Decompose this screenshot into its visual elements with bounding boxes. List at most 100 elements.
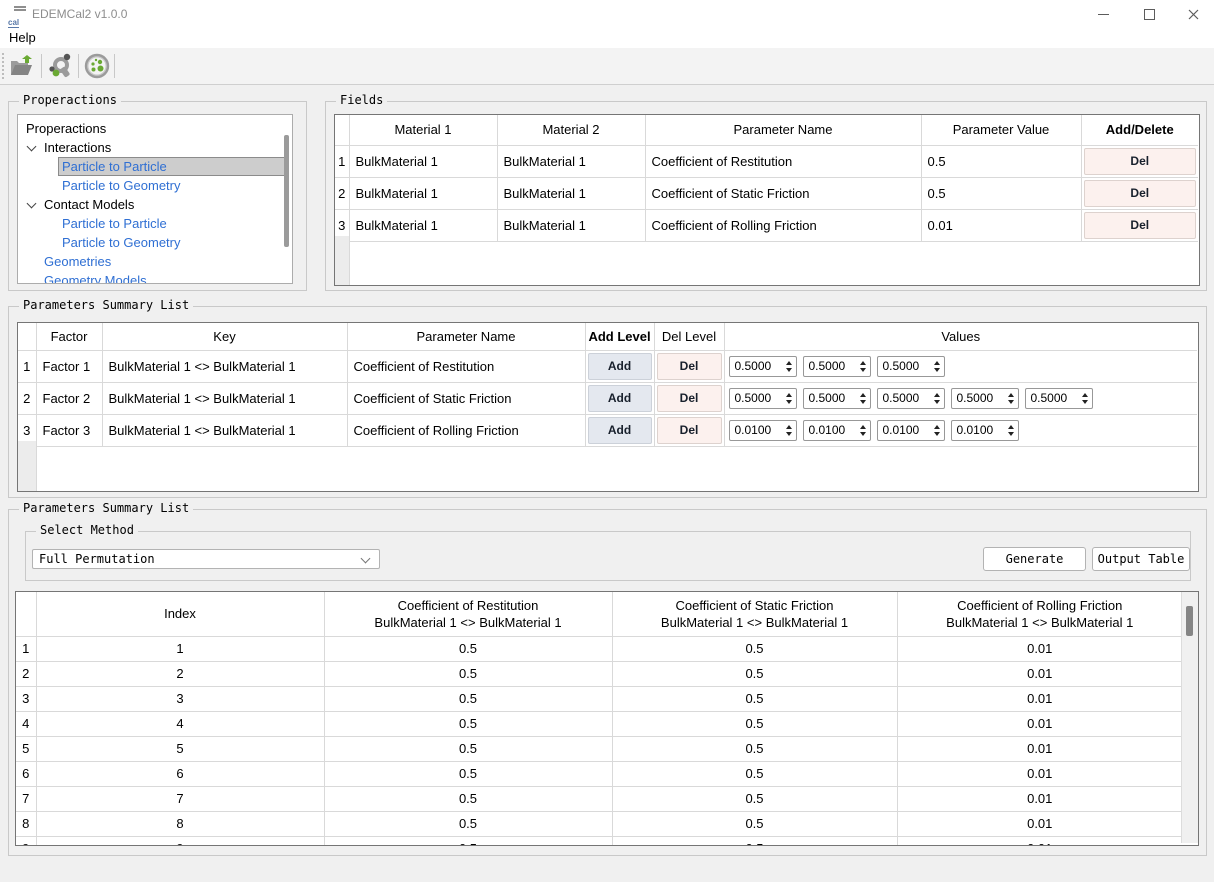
close-button[interactable] <box>1172 0 1214 28</box>
spin-up-icon[interactable] <box>1082 393 1088 397</box>
spin-up-icon[interactable] <box>860 425 866 429</box>
toolbar-separator <box>114 54 115 78</box>
spin-down-icon[interactable] <box>1008 432 1014 436</box>
spin-down-icon[interactable] <box>860 432 866 436</box>
value-spinbox[interactable]: 0.5000 <box>803 388 871 409</box>
spin-up-icon[interactable] <box>1008 425 1014 429</box>
table-row: 2 Factor 2 BulkMaterial 1 <> BulkMateria… <box>18 382 1197 414</box>
col-header-param-value: Parameter Value <box>921 115 1081 145</box>
method-select-value: Full Permutation <box>39 552 155 566</box>
spin-up-icon[interactable] <box>860 361 866 365</box>
corner-header <box>335 115 349 145</box>
particle-tool-button[interactable] <box>45 51 75 81</box>
value-spinbox[interactable]: 0.5000 <box>729 356 797 377</box>
cell-rolling-friction: 0.01 <box>897 786 1182 811</box>
spin-up-icon[interactable] <box>786 425 792 429</box>
spin-down-icon[interactable] <box>934 368 940 372</box>
spin-up-icon[interactable] <box>786 393 792 397</box>
tree-item-particle-to-geometry-2[interactable]: Particle to Geometry <box>18 233 292 252</box>
value-spinbox[interactable]: 0.5000 <box>1025 388 1093 409</box>
toolbar-grip[interactable] <box>2 53 4 79</box>
cell-param-value: 0.01 <box>921 209 1081 241</box>
row-header-filler <box>18 441 37 491</box>
spin-up-icon[interactable] <box>860 393 866 397</box>
menu-help[interactable]: Help <box>0 28 45 48</box>
del-level-button[interactable]: Del <box>657 417 722 444</box>
tree-item-particle-to-particle-2[interactable]: Particle to Particle <box>18 214 292 233</box>
generate-button[interactable]: Generate <box>983 547 1086 571</box>
col-header-del-level: Del Level <box>654 323 724 350</box>
col-header-static-friction: Coefficient of Static FrictionBulkMateri… <box>612 592 897 636</box>
vertical-scrollbar[interactable] <box>1181 592 1198 843</box>
output-table-button[interactable]: Output Table <box>1092 547 1190 571</box>
tree-scrollbar-thumb[interactable] <box>284 135 289 247</box>
spin-down-icon[interactable] <box>786 432 792 436</box>
particle-tool-icon <box>47 53 73 79</box>
del-level-button[interactable]: Del <box>657 353 722 380</box>
tree-item-particle-to-particle[interactable]: Particle to Particle <box>18 157 292 176</box>
value-spinbox[interactable]: 0.5000 <box>877 356 945 377</box>
cell-rolling-friction: 0.01 <box>897 661 1182 686</box>
scrollbar-thumb[interactable] <box>1186 606 1193 636</box>
spin-down-icon[interactable] <box>934 432 940 436</box>
spin-up-icon[interactable] <box>934 361 940 365</box>
value-spinbox[interactable]: 0.0100 <box>877 420 945 441</box>
close-icon <box>1188 9 1199 20</box>
cell-restitution: 0.5 <box>324 786 612 811</box>
fields-group-title: Fields <box>336 93 387 107</box>
tree-branch-contact-models[interactable]: Contact Models <box>18 195 292 214</box>
cell-material2: BulkMaterial 1 <box>497 145 645 177</box>
spin-up-icon[interactable] <box>934 393 940 397</box>
minimize-button[interactable] <box>1080 0 1126 28</box>
spin-down-icon[interactable] <box>1082 400 1088 404</box>
spin-up-icon[interactable] <box>786 361 792 365</box>
value-spinbox[interactable]: 0.0100 <box>951 420 1019 441</box>
tree-item-clipped[interactable]: Geometry Models <box>18 271 292 284</box>
del-button[interactable]: Del <box>1084 180 1197 207</box>
value-spinbox[interactable]: 0.5000 <box>951 388 1019 409</box>
add-level-button[interactable]: Add <box>588 385 652 412</box>
add-level-button[interactable]: Add <box>588 353 652 380</box>
cell-static-friction: 0.5 <box>612 736 897 761</box>
spin-down-icon[interactable] <box>934 400 940 404</box>
tree-branch-interactions[interactable]: Interactions <box>18 138 292 157</box>
col-header-material1: Material 1 <box>349 115 497 145</box>
cell-param-name: Coefficient of Restitution <box>645 145 921 177</box>
minimize-icon <box>1098 14 1109 15</box>
open-file-button[interactable] <box>7 51 37 81</box>
cell-restitution: 0.5 <box>324 661 612 686</box>
spin-down-icon[interactable] <box>1008 400 1014 404</box>
tree-item-particle-to-geometry[interactable]: Particle to Geometry <box>18 176 292 195</box>
spin-down-icon[interactable] <box>860 368 866 372</box>
table-row: 3 BulkMaterial 1 BulkMaterial 1 Coeffici… <box>335 209 1198 241</box>
maximize-button[interactable] <box>1126 0 1172 28</box>
cell-static-friction: 0.5 <box>612 636 897 661</box>
add-level-button[interactable]: Add <box>588 417 652 444</box>
tree-item-geometries[interactable]: Geometries <box>18 252 292 271</box>
del-button[interactable]: Del <box>1084 148 1197 175</box>
del-level-button[interactable]: Del <box>657 385 722 412</box>
spin-up-icon[interactable] <box>1008 393 1014 397</box>
value-spinbox[interactable]: 0.5000 <box>803 356 871 377</box>
cell-restitution: 0.5 <box>324 836 612 846</box>
value-spinbox[interactable]: 0.0100 <box>729 420 797 441</box>
value-spinbox[interactable]: 0.0100 <box>803 420 871 441</box>
chevron-down-icon[interactable] <box>27 199 37 209</box>
particle-dish-button[interactable] <box>82 51 112 81</box>
table-row: 7 7 0.5 0.5 0.01 <box>16 786 1182 811</box>
del-button[interactable]: Del <box>1084 212 1197 239</box>
method-select[interactable]: Full Permutation <box>32 549 380 569</box>
value-spinbox[interactable]: 0.5000 <box>877 388 945 409</box>
cell-key: BulkMaterial 1 <> BulkMaterial 1 <box>102 350 347 382</box>
spin-down-icon[interactable] <box>786 368 792 372</box>
col-header-param-name: Parameter Name <box>347 323 585 350</box>
value-spinbox[interactable]: 0.5000 <box>729 388 797 409</box>
cell-rolling-friction: 0.01 <box>897 736 1182 761</box>
spin-down-icon[interactable] <box>860 400 866 404</box>
spin-down-icon[interactable] <box>786 400 792 404</box>
chevron-down-icon[interactable] <box>27 142 37 152</box>
cell-restitution: 0.5 <box>324 811 612 836</box>
spin-up-icon[interactable] <box>934 425 940 429</box>
row-number: 1 <box>18 350 36 382</box>
corner-header <box>18 323 36 350</box>
